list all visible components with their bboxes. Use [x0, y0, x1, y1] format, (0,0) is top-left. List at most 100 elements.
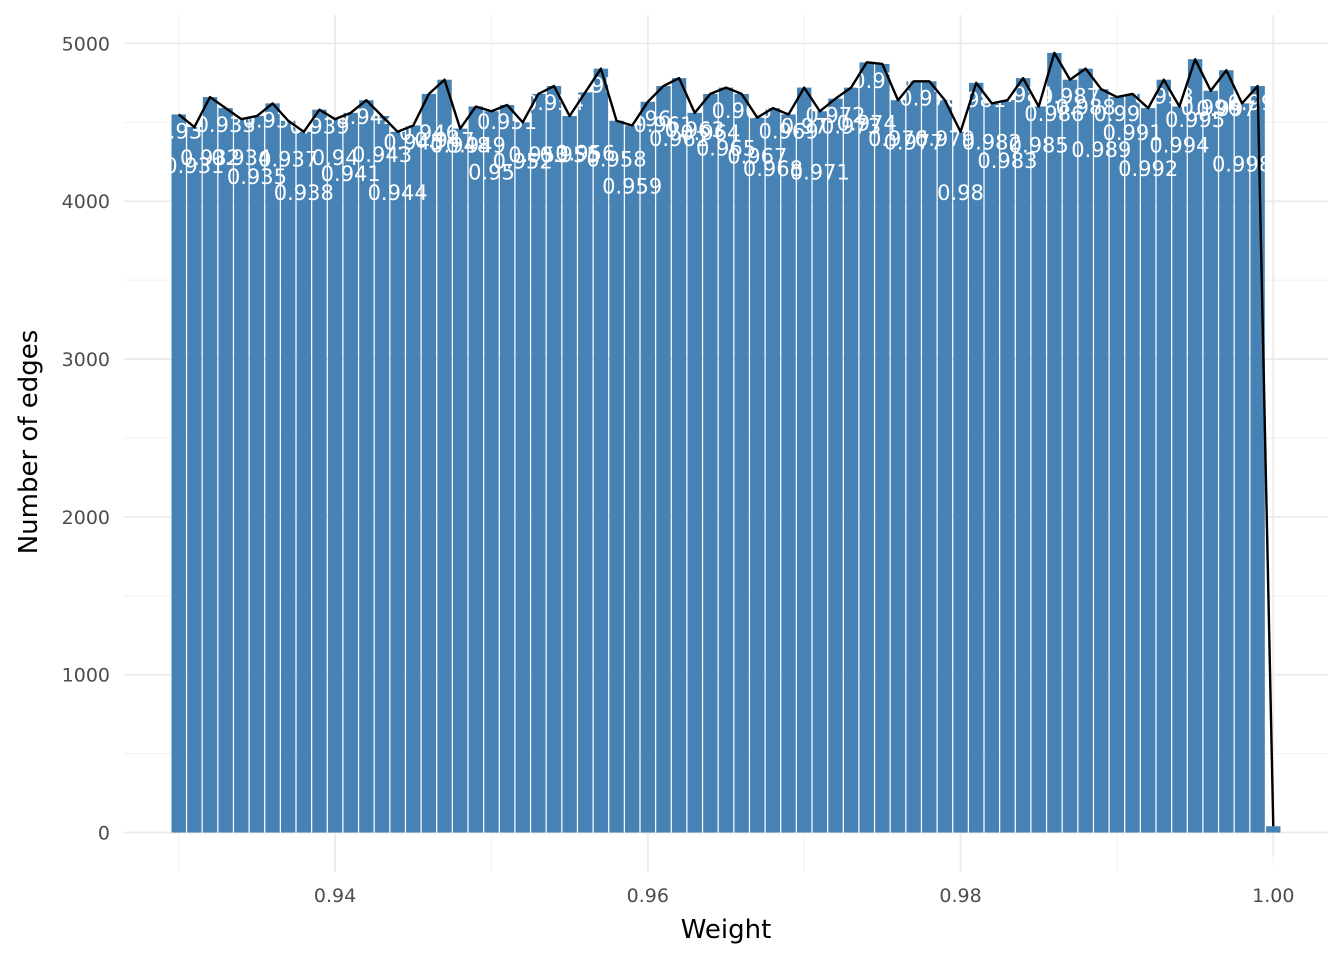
bar-value-label: 0.96	[624, 107, 671, 131]
bar-value-label: 0.966	[712, 99, 772, 123]
bar-value-label: 0.945	[383, 130, 443, 154]
histogram-bar	[906, 81, 921, 833]
bar-labels: 0.930.9310.9320.9330.9340.9350.9360.9370…	[155, 69, 1287, 877]
bar-value-label: 0.963	[665, 118, 725, 142]
trend-line	[177, 51, 1275, 827]
bar-value-label: 0.972	[805, 104, 865, 128]
bar-value-label: 0.992	[1118, 157, 1178, 181]
histogram-bar	[828, 98, 843, 833]
histogram-bar	[843, 87, 859, 833]
bar-value-label: 0.989	[1071, 138, 1131, 162]
histogram-bar	[859, 62, 874, 833]
histogram-bar	[1140, 108, 1156, 833]
bar-value-label: 0.942	[336, 105, 396, 129]
bar-value-label: 0.958	[586, 148, 646, 172]
x-tick-label: 0.96	[627, 885, 669, 907]
histogram-bar	[1078, 68, 1093, 833]
histogram-bar	[531, 93, 546, 833]
histogram-bar	[593, 68, 609, 833]
bar-value-label: 0.94	[312, 146, 359, 170]
histogram-bar	[171, 114, 186, 833]
bar-value-label: 0.93	[155, 119, 202, 143]
y-tick-label: 3000	[62, 349, 110, 371]
histogram-bar	[796, 87, 812, 833]
bar-value-label: 0.939	[289, 115, 349, 139]
bar-value-label: 0.994	[1149, 134, 1209, 158]
bar-value-label: 0.998	[1212, 152, 1272, 176]
bar-value-label: 0.947	[414, 129, 474, 153]
y-tick-label: 5000	[62, 33, 110, 55]
histogram-bar	[1109, 97, 1125, 833]
bar-value-label: 0.981	[946, 88, 1006, 112]
histogram-bar	[1031, 106, 1046, 833]
count-line	[177, 51, 1275, 827]
histogram-bar	[1062, 79, 1078, 833]
histogram-bar	[1266, 826, 1281, 833]
histogram-bar	[1125, 93, 1140, 833]
histogram-bar	[718, 87, 734, 833]
histogram-bar	[1187, 59, 1203, 833]
y-tick-label: 0	[98, 823, 110, 845]
histogram-bar	[1219, 70, 1234, 833]
histogram-bar	[249, 116, 265, 833]
bar-value-label: 0.936	[242, 108, 302, 132]
bar-value-label: 0.952	[493, 149, 553, 173]
histogram-bar	[343, 112, 358, 833]
histogram-bar	[1156, 79, 1172, 833]
histogram-bar	[468, 106, 484, 833]
bar-value-label: 0.944	[368, 181, 428, 205]
histogram-bar	[406, 125, 421, 833]
histogram-bar	[546, 86, 562, 833]
histogram-bar	[609, 120, 624, 833]
bar-value-label: 0.965	[696, 137, 756, 161]
bar-value-label: 0.937	[258, 148, 318, 172]
bar-value-label: 0.983	[977, 149, 1037, 173]
histogram-bar	[452, 128, 468, 833]
bar-value-label: 0.946	[399, 121, 459, 145]
histogram-bar	[624, 125, 640, 833]
bar-value-label: 0.986	[1024, 102, 1084, 126]
bar-value-label: 0.977	[884, 130, 944, 154]
bar-value-label: 0.959	[602, 174, 662, 198]
histogram-bar	[968, 82, 984, 833]
bar-value-label: 0.973	[821, 115, 881, 139]
histogram-bar	[437, 79, 452, 833]
y-tick-label: 4000	[62, 191, 110, 213]
histogram-bar	[218, 108, 233, 833]
histogram-bar	[812, 111, 828, 833]
bar-value-label: 0.968	[743, 157, 803, 181]
histogram-bar	[374, 116, 390, 833]
histogram-bar	[875, 63, 890, 833]
bar-value-label: 0.991	[1102, 121, 1162, 145]
x-tick-label: 1.00	[1252, 885, 1294, 907]
bar-value-label: 0.978	[899, 86, 959, 110]
histogram-bar	[671, 78, 687, 833]
bar-value-label: 0.97	[781, 115, 828, 139]
bar-value-label: 0.982	[962, 130, 1022, 154]
histogram-bar	[562, 116, 577, 833]
histogram-bar	[781, 114, 796, 833]
bars	[171, 52, 1281, 833]
bar-value-label: 0.976	[868, 127, 928, 151]
bar-value-label: 0.967	[727, 145, 787, 169]
histogram-bar	[640, 101, 656, 833]
histogram-bar	[984, 103, 1000, 833]
bar-value-label: 0.979	[915, 127, 975, 151]
histogram-bar	[499, 104, 515, 833]
bar-value-label: 0.975	[852, 69, 912, 93]
y-tick-label: 1000	[62, 665, 110, 687]
histogram-bar	[280, 120, 296, 833]
bar-value-label: 0.974	[837, 111, 897, 135]
bar-value-label: 0.962	[649, 127, 709, 151]
histogram-bar	[1000, 100, 1015, 833]
histogram-bar	[296, 131, 312, 833]
histogram-bar	[953, 131, 968, 833]
bar-value-label: 0.957	[571, 74, 631, 98]
bar-value-label: 0.956	[555, 141, 615, 165]
bar-value-label: 1	[1267, 853, 1280, 877]
bar-value-label: 0.935	[227, 165, 287, 189]
histogram-bar	[1047, 52, 1062, 833]
bar-value-label: 0.961	[633, 113, 693, 137]
bar-value-label: 0.969	[758, 119, 818, 143]
histogram-bar	[265, 103, 280, 833]
